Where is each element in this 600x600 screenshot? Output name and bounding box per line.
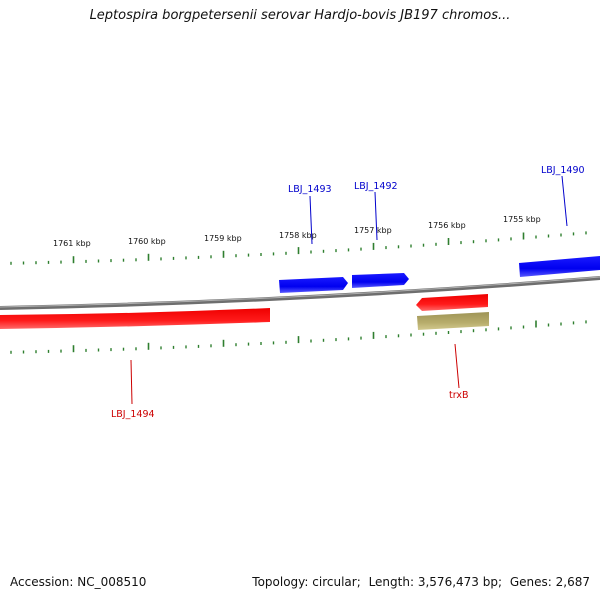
accession-label: Accession: [10, 575, 74, 589]
genes-value: 2,687 [555, 575, 590, 589]
gene-label-lbj-1493[interactable]: LBJ_1493 [288, 184, 332, 195]
gene-lbj-1490[interactable] [519, 256, 600, 277]
topology-value: circular [312, 575, 357, 589]
topology-label: Topology: [252, 575, 309, 589]
length-label: Length: [368, 575, 415, 589]
tick-label: 1761 kbp [53, 239, 91, 248]
leader-line-lbj-1493 [309, 195, 313, 245]
tick-label: 1756 kbp [428, 221, 466, 230]
sequence-summary: Topology: circular; Length: 3,576,473 bp… [252, 575, 590, 589]
tick-label: 1758 kbp [279, 231, 317, 240]
genes-label: Genes: [509, 575, 552, 589]
feature-trxb-other[interactable] [417, 312, 489, 330]
tick-label: 1755 kbp [503, 215, 541, 224]
gene-lbj-1493[interactable] [279, 277, 348, 293]
map-title: Leptospira borgpetersenii serovar Hardjo… [89, 8, 511, 23]
gene-lbj-1492[interactable] [352, 273, 409, 288]
reverse-tick-ring [10, 320, 587, 354]
leader-line-lbj-1490 [561, 175, 568, 227]
gene-label-lbj-1490[interactable]: LBJ_1490 [541, 165, 585, 176]
accession-info: Accession: NC_008510 [10, 575, 146, 589]
gene-label-lbj-1494[interactable]: LBJ_1494 [111, 409, 155, 420]
leader-line-lbj-1494 [130, 359, 133, 405]
tick-label: 1760 kbp [128, 237, 166, 246]
gene-lbj-1494[interactable] [0, 308, 270, 329]
gene-label-lbj-1492[interactable]: LBJ_1492 [354, 181, 398, 192]
accession-value: NC_008510 [77, 575, 147, 589]
tick-label: 1757 kbp [354, 226, 392, 235]
sequence-backbone-highlight [0, 276, 600, 308]
tick-label: 1759 kbp [204, 234, 242, 243]
gene-trxb[interactable] [416, 294, 488, 311]
leader-line-trxb [454, 343, 460, 389]
leader-line-lbj-1492 [374, 191, 378, 241]
forward-tick-ring [10, 231, 587, 265]
gene-label-trxb[interactable]: trxB [449, 390, 469, 401]
length-value: 3,576,473 bp [417, 575, 498, 589]
sequence-backbone [0, 276, 600, 310]
scale-labels: 1761 kbp 1760 kbp 1759 kbp 1758 kbp 1757… [53, 215, 541, 248]
